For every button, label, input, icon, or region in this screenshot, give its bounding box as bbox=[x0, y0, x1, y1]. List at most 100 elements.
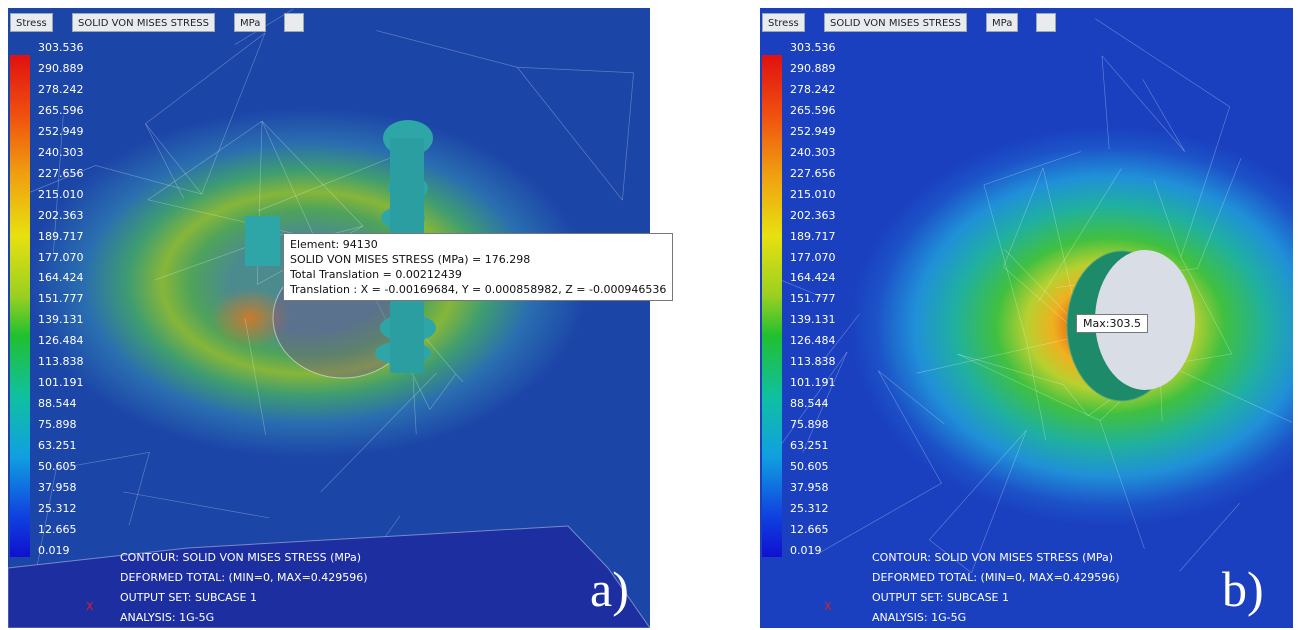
legend-value: 139.131 bbox=[790, 313, 836, 327]
component-dropdown[interactable]: SOLID VON MISES STRESS bbox=[72, 13, 216, 32]
legend-value: 37.958 bbox=[38, 480, 77, 494]
mesh-edge bbox=[983, 184, 1028, 343]
legend-value: 227.656 bbox=[790, 166, 836, 180]
legend-value: 252.949 bbox=[790, 124, 836, 138]
legend-value: 151.777 bbox=[38, 292, 84, 306]
legend-value: 75.898 bbox=[790, 418, 829, 432]
mesh-edge bbox=[244, 318, 267, 436]
legend-value: 265.596 bbox=[38, 103, 84, 117]
legend-value: 189.717 bbox=[790, 229, 836, 243]
legend-value: 25.312 bbox=[790, 501, 829, 515]
mesh-edge bbox=[1101, 55, 1185, 152]
mesh-edge bbox=[1160, 361, 1293, 423]
result-dropdown[interactable]: Stress bbox=[762, 13, 805, 32]
mesh-edge bbox=[56, 451, 150, 470]
part bbox=[245, 216, 280, 266]
info-line: OUTPUT SET: SUBCASE 1 bbox=[872, 591, 1009, 604]
legend-value: 12.665 bbox=[790, 522, 829, 536]
panel-label: b) bbox=[1222, 561, 1264, 617]
panel-label: a) bbox=[590, 561, 629, 617]
mesh-edge bbox=[123, 491, 269, 519]
tooltip-line: Element: 94130 bbox=[290, 238, 378, 251]
info-line: DEFORMED TOTAL: (MIN=0, MAX=0.429596) bbox=[872, 571, 1120, 584]
legend-value: 37.958 bbox=[790, 480, 829, 494]
mesh-edge bbox=[1038, 168, 1122, 302]
info-line: CONTOUR: SOLID VON MISES STRESS (MPa) bbox=[120, 551, 362, 564]
mesh-edge bbox=[53, 115, 64, 253]
mesh-edge bbox=[320, 373, 437, 493]
mesh-edge bbox=[16, 165, 96, 198]
mesh-edge bbox=[516, 67, 623, 201]
legend-value: 164.424 bbox=[790, 271, 836, 285]
legend-value: 0.019 bbox=[790, 543, 822, 557]
legend-value: 177.070 bbox=[38, 250, 84, 264]
legend-value: 240.303 bbox=[38, 145, 84, 159]
legend-value: 215.010 bbox=[38, 187, 84, 201]
legend-value: 88.544 bbox=[790, 397, 829, 411]
legend-value: 126.484 bbox=[790, 334, 836, 348]
legend-value: 240.303 bbox=[790, 145, 836, 159]
mesh-edge bbox=[455, 373, 464, 382]
mesh-edge bbox=[145, 123, 184, 199]
mesh-edge bbox=[517, 66, 634, 74]
mesh-edge bbox=[802, 351, 848, 453]
color-bar bbox=[10, 55, 30, 557]
mesh-edge bbox=[1179, 503, 1240, 572]
settings-button[interactable] bbox=[284, 13, 304, 32]
legend-value: 101.191 bbox=[38, 376, 84, 390]
info-line: OUTPUT SET: SUBCASE 1 bbox=[120, 591, 257, 604]
info-line: CONTOUR: SOLID VON MISES STRESS (MPa) bbox=[872, 551, 1114, 564]
mesh-edge bbox=[929, 430, 1027, 541]
legend-value: 202.363 bbox=[38, 208, 84, 222]
mesh-edge bbox=[777, 278, 829, 300]
max-label: Max:303.5 bbox=[1076, 314, 1148, 333]
legend-value: 265.596 bbox=[790, 103, 836, 117]
legend-value: 12.665 bbox=[38, 522, 77, 536]
contour-view bbox=[760, 8, 1293, 628]
mesh-edge bbox=[412, 378, 417, 435]
tooltip-line: SOLID VON MISES STRESS (MPa) = 176.298 bbox=[290, 253, 531, 266]
legend-value: 303.536 bbox=[38, 41, 84, 54]
legend-value: 63.251 bbox=[38, 439, 77, 453]
legend-value: 252.949 bbox=[38, 124, 84, 138]
unit-dropdown[interactable]: MPa bbox=[234, 13, 267, 32]
info-line: ANALYSIS: 1G-5G bbox=[872, 611, 967, 624]
viewport-a: Stress SOLID VON MISES STRESS MPa 303.536 29… bbox=[8, 8, 674, 628]
legend-value: 113.838 bbox=[790, 355, 836, 369]
tooltip-line: Translation : X = -0.00169684, Y = 0.000… bbox=[290, 283, 667, 296]
mesh-edge bbox=[145, 32, 266, 125]
axis-label: X bbox=[86, 600, 94, 613]
legend-value: 290.889 bbox=[790, 61, 836, 75]
mesh-edge bbox=[622, 72, 634, 201]
mesh-edge bbox=[1099, 420, 1145, 549]
color-bar bbox=[762, 55, 782, 557]
legend-value: 63.251 bbox=[790, 439, 829, 453]
info-line: ANALYSIS: 1G-5G bbox=[120, 611, 215, 624]
mesh-edge bbox=[1180, 256, 1233, 355]
mesh-edge bbox=[261, 121, 316, 239]
mesh-edge bbox=[201, 32, 266, 195]
mesh bbox=[8, 8, 650, 628]
legend-value: 303.536 bbox=[790, 41, 836, 54]
legend-value: 215.010 bbox=[790, 187, 836, 201]
tooltip: Element: 94130 SOLID VON MISES STRESS (MP… bbox=[283, 233, 674, 301]
mesh-edge bbox=[957, 353, 1064, 386]
info-line: DEFORMED TOTAL: (MIN=0, MAX=0.429596) bbox=[120, 571, 368, 584]
legend-value: 113.838 bbox=[38, 355, 84, 369]
result-dropdown[interactable]: Stress bbox=[10, 13, 53, 32]
unit-dropdown[interactable]: MPa bbox=[986, 13, 1019, 32]
legend-value: 50.605 bbox=[38, 460, 77, 473]
legend-value: 278.242 bbox=[38, 82, 84, 96]
mesh bbox=[767, 18, 1293, 574]
legend-value: 290.889 bbox=[38, 61, 84, 75]
mesh-edge bbox=[1063, 384, 1089, 417]
mesh-edge bbox=[957, 353, 1101, 421]
settings-button[interactable] bbox=[1036, 13, 1056, 32]
component-dropdown[interactable]: SOLID VON MISES STRESS bbox=[824, 13, 968, 32]
legend-value: 101.191 bbox=[790, 376, 836, 390]
mesh-edge bbox=[1142, 79, 1185, 152]
mesh-edge bbox=[128, 452, 150, 526]
base-plate bbox=[8, 525, 650, 628]
contour-view bbox=[8, 8, 650, 628]
